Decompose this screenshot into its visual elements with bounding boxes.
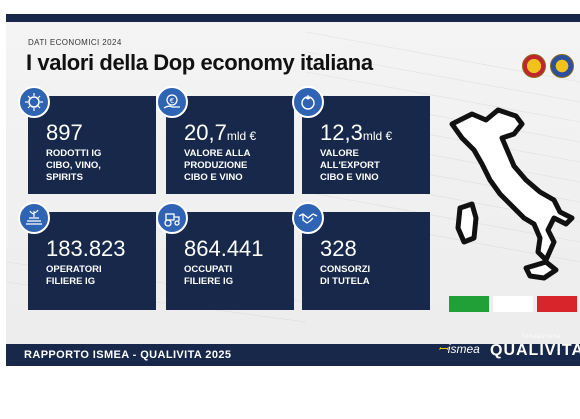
flag-white-stripe [493,296,533,312]
flag-green-stripe [449,296,489,312]
tomato-icon [292,86,324,118]
euro-hand-icon: € [156,86,188,118]
stat-label: OPERATORI FILIERE IG [46,264,102,287]
italy-map-icon [449,107,575,281]
top-bar [6,14,580,22]
italian-flag [449,296,577,312]
ismea-logo: ꟷismea [438,340,480,357]
stat-label: CONSORZI DI TUTELA [320,264,371,287]
stat-label: VALORE ALLA PRODUZIONE CIBO E VINO [184,148,251,183]
footer-bar: RAPPORTO ISMEA - QUALIVITA 2025 [6,344,580,366]
stat-value: 864.441 [184,236,264,261]
infographic: DATI ECONOMICI 2024 I valori della Dop e… [6,14,580,366]
eyebrow-label: DATI ECONOMICI 2024 [28,38,122,47]
stat-label: VALORE ALL'EXPORT CIBO E VINO [320,148,380,183]
stat-value: 183.823 [46,236,126,261]
stat-tile-prodotti: 897 RODOTTI IG CIBO, VINO, SPIRITS [18,86,156,194]
stat-value: 12,3mld € [320,120,393,145]
qualivita-text: QUALIVITA [490,342,580,359]
stat-tile-operatori: 183.823 OPERATORI FILIERE IG [18,202,156,310]
stat-tile-consorzi: 328 CONSORZI DI TUTELA [292,202,430,310]
stat-tile-valore-export: 12,3mld € VALORE ALL'EXPORT CIBO E VINO [292,86,430,194]
farm-field-icon [18,202,50,234]
fondazione-text: fondazione [522,334,562,340]
sun-seal-icon [18,86,50,118]
ismea-logo-text: ismea [447,342,480,356]
handshake-icon [292,202,324,234]
certification-badges [522,54,574,78]
footer-title: RAPPORTO ISMEA - QUALIVITA 2025 [24,349,232,361]
svg-text:€: € [170,97,174,105]
igp-seal-icon [550,54,574,78]
stat-value: 20,7mld € [184,120,257,145]
wheat-icon: ꟷ [438,342,448,356]
stat-value: 897 [46,120,83,145]
stat-value: 328 [320,236,357,261]
tractor-icon [156,202,188,234]
stat-tile-valore-produzione: € 20,7mld € VALORE ALLA PRODUZIONE CIBO … [156,86,294,194]
stat-label: OCCUPATI FILIERE IG [184,264,234,287]
dop-seal-icon [522,54,546,78]
stat-label: RODOTTI IG CIBO, VINO, SPIRITS [46,148,102,183]
page-title: I valori della Dop economy italiana [26,50,373,75]
stat-tile-occupati: 864.441 OCCUPATI FILIERE IG [156,202,294,310]
flag-red-stripe [537,296,577,312]
